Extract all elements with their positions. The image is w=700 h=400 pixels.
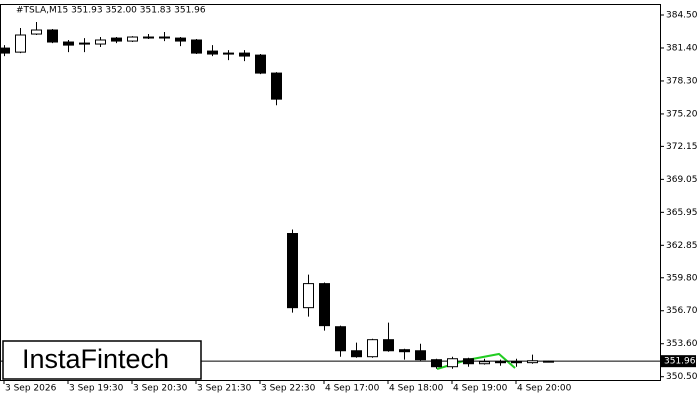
x-tick-label: 3 Sep 2026 <box>5 384 57 394</box>
x-tick-label: 4 Sep 20:00 <box>517 384 572 394</box>
y-tick-label: 372.15 <box>666 142 698 152</box>
candle-body <box>431 359 442 368</box>
y-tick-label: 384.50 <box>666 11 698 21</box>
candle-body <box>79 42 90 45</box>
candle-body <box>383 339 394 352</box>
candle-body <box>351 350 362 358</box>
y-tick-label: 381.40 <box>666 43 698 53</box>
candle-body <box>303 283 314 309</box>
x-tick-label: 3 Sep 21:30 <box>197 384 252 394</box>
x-tick-label: 4 Sep 18:00 <box>389 384 444 394</box>
x-tick-label: 3 Sep 22:30 <box>261 384 316 394</box>
candle-body <box>543 360 554 363</box>
y-tick-label: 375.20 <box>666 109 698 119</box>
candle-body <box>415 350 426 361</box>
candle-body <box>271 72 282 100</box>
y-tick-label: 365.95 <box>666 208 698 218</box>
y-tick-label: 356.70 <box>666 306 698 316</box>
candle-body <box>159 36 170 39</box>
y-tick-label: 350.50 <box>666 372 698 382</box>
chart-title: #TSLA,M15 351.93 352.00 351.83 351.96 <box>16 6 206 16</box>
x-tick-label: 3 Sep 20:30 <box>133 384 188 394</box>
candle-body <box>527 360 538 364</box>
candle-body <box>127 36 138 42</box>
logo: InstaFintech <box>22 344 169 374</box>
x-tick-label: 3 Sep 19:30 <box>69 384 124 394</box>
x-tick-label: 4 Sep 19:00 <box>453 384 508 394</box>
candle-body <box>95 39 106 45</box>
last-price-box <box>660 355 696 368</box>
candle-body <box>47 29 58 43</box>
candle-body <box>0 47 10 54</box>
candle-body <box>143 36 154 39</box>
candle-body <box>335 326 346 352</box>
candle-body <box>511 361 522 364</box>
plot-frame <box>0 4 661 381</box>
y-tick-label: 369.05 <box>666 175 698 185</box>
candle-body <box>463 358 474 365</box>
candle-body <box>399 349 410 353</box>
candle-body <box>287 233 298 309</box>
y-tick-label: 353.60 <box>666 339 698 349</box>
candle-body <box>175 37 186 42</box>
candle-body <box>63 41 74 46</box>
candle-body <box>207 50 218 55</box>
candle-body <box>31 29 42 35</box>
candle-body <box>255 54 266 74</box>
candle-body <box>223 52 234 55</box>
candle-body <box>239 52 250 57</box>
candle-body <box>495 361 506 364</box>
logo-box <box>2 340 202 380</box>
candle-body <box>15 34 26 53</box>
candle-body <box>479 361 490 365</box>
y-tick-label: 378.30 <box>666 76 698 86</box>
candle-body <box>111 37 122 42</box>
candle-body <box>319 283 330 327</box>
candle-body <box>367 339 378 358</box>
last-price-label: 351.96 <box>664 357 696 367</box>
y-tick-label: 359.80 <box>666 273 698 283</box>
candle-body <box>447 358 458 368</box>
x-tick-label: 4 Sep 17:00 <box>325 384 380 394</box>
candle-body <box>191 39 202 54</box>
y-tick-label: 362.85 <box>666 241 698 251</box>
